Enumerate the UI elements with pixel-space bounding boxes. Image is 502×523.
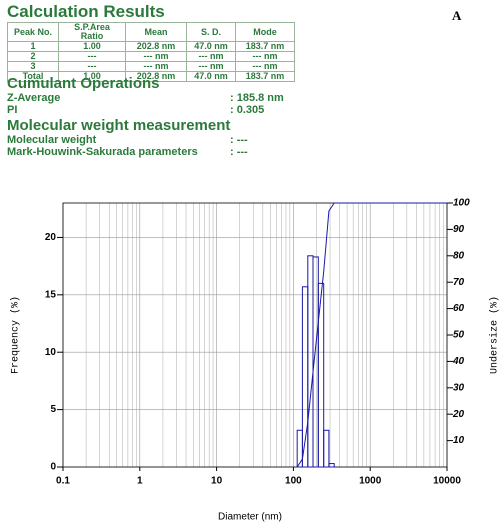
y2-tick-label: 40 (452, 356, 465, 367)
bar (317, 282, 325, 468)
item-value: : --- (230, 134, 248, 146)
y-tick-label: 5 (50, 404, 56, 415)
x-tick-label: 10 (211, 476, 223, 487)
bar (296, 429, 303, 468)
panel-label: A (452, 8, 462, 23)
item-label: Z-Average (7, 92, 61, 104)
y2-tick-label: 100 (453, 198, 470, 209)
item-value: : 185.8 nm (230, 92, 284, 104)
item-value: : 0.305 (230, 104, 265, 116)
bar (323, 429, 330, 468)
y2-tick-label: 30 (453, 382, 465, 393)
title: Calculation Results (7, 2, 165, 21)
y-tick-label: 20 (45, 232, 57, 243)
bar (307, 255, 314, 468)
y2-tick-label: 20 (452, 409, 465, 420)
results-table: Peak No. S.P.Area Ratio Mean S. D. Mode … (7, 22, 295, 82)
item-value: : --- (230, 146, 248, 158)
item-label: Molecular weight (7, 134, 97, 146)
y2-tick-label: 50 (453, 330, 465, 341)
table-body: 1 1.00 202.8 nm 47.0 nm 183.7 nm 2 --- --- nm --… (7, 41, 295, 82)
y-tick-label: 0 (50, 462, 56, 473)
x-tick-label: 1 (137, 476, 143, 487)
bar (328, 463, 335, 468)
y-axis-label: Frequency (%) (10, 296, 22, 374)
y2-tick-label: 10 (453, 435, 465, 446)
table-cell: 183.7 nm (235, 71, 295, 82)
y2-axis-label: Undersize (%) (489, 296, 501, 374)
item-label: Mark-Houwink-Sakurada parameters (7, 146, 198, 158)
y2-tick-label: 60 (453, 303, 465, 314)
y-tick-label: 15 (45, 289, 57, 300)
x-tick-label: 10000 (433, 476, 461, 487)
x-tick-label: 0.1 (56, 476, 70, 487)
section-title: Molecular weight measurement (7, 117, 231, 134)
x-axis-label: Diameter (nm) (218, 512, 282, 523)
y2-tick-label: 80 (453, 250, 465, 261)
item-label: PI (7, 104, 18, 116)
section-title: Cumulant Operations (7, 75, 160, 92)
y2-tick-label: 90 (453, 224, 465, 235)
y2-tick-label: 70 (453, 277, 465, 288)
y-tick-label: 10 (45, 347, 57, 358)
undersize-line (296, 202, 447, 468)
table-row: Total 1.00 202.8 nm 47.0 nm 183.7 nm (7, 71, 295, 82)
plot-frame (62, 202, 448, 468)
x-tick-label: 1000 (359, 476, 382, 487)
x-tick-label: 100 (285, 476, 302, 487)
header-row: Peak No. S.P.Area Ratio Mean S. D. Mode (7, 22, 295, 42)
